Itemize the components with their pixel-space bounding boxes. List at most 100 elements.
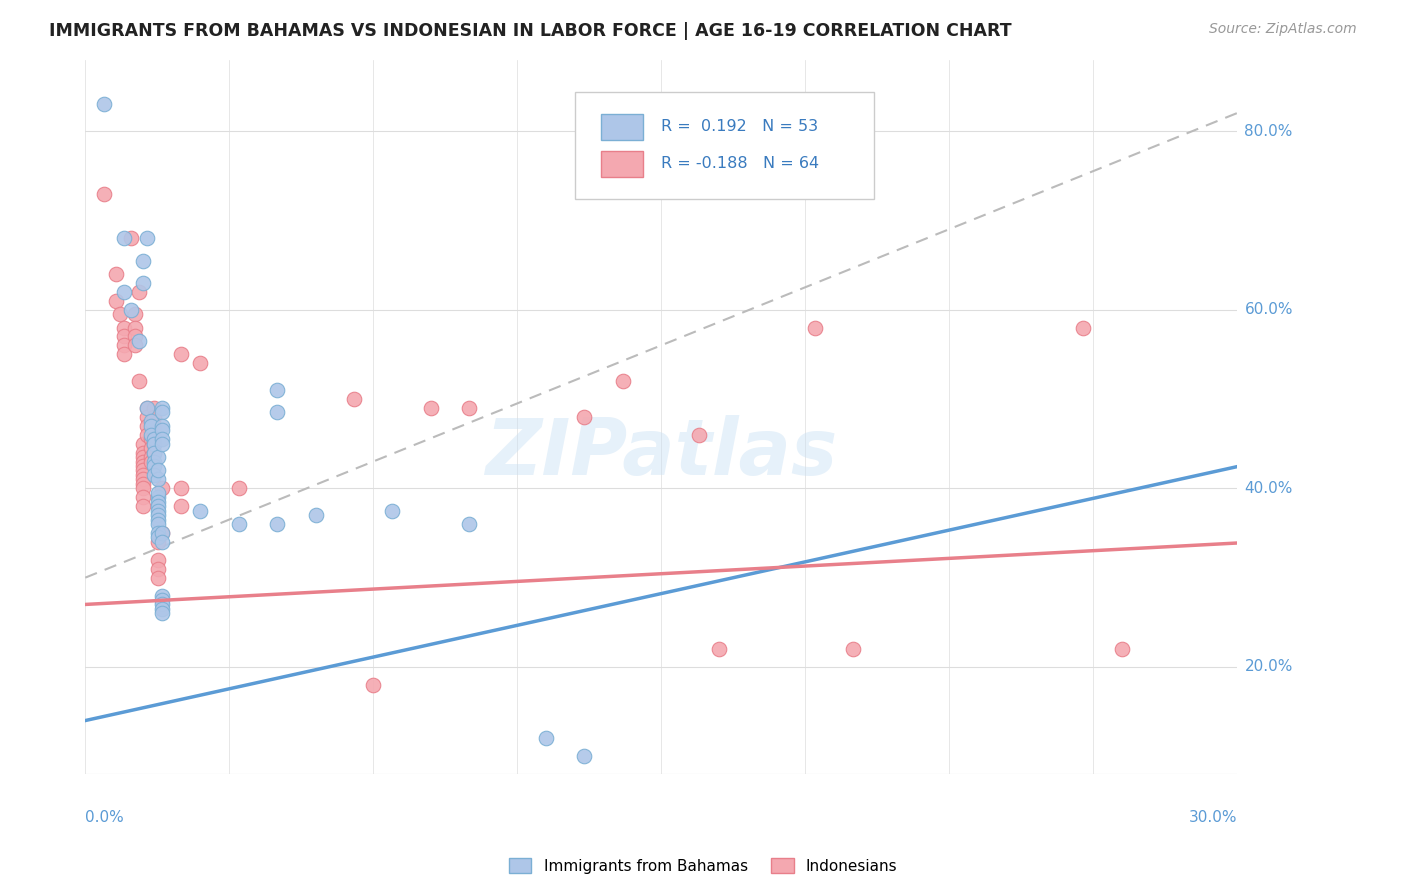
Point [612,374,634,388]
Point [190,356,212,370]
Point [135,401,157,415]
Point [150,405,173,419]
Point [803,320,825,334]
Text: 30.0%: 30.0% [1188,810,1237,825]
Point [228,516,250,531]
Point [128,285,150,299]
Point [143,427,166,442]
Text: 80.0%: 80.0% [1244,124,1294,138]
Point [148,494,170,508]
Point [143,445,166,459]
Point [150,598,173,612]
Point [150,432,173,446]
Point [148,508,170,522]
Point [128,374,150,388]
Point [1071,320,1094,334]
Point [148,526,170,541]
Point [148,485,170,500]
Point [150,481,173,495]
Point [458,401,481,415]
Point [143,436,166,450]
Point [124,307,146,321]
Point [143,445,166,459]
Point [139,450,162,464]
Point [150,401,173,415]
Point [112,347,135,361]
FancyBboxPatch shape [602,114,643,140]
Legend: Immigrants from Bahamas, Indonesians: Immigrants from Bahamas, Indonesians [502,852,904,880]
Point [93,186,115,201]
Point [150,526,173,541]
Point [381,503,404,517]
Point [148,516,170,531]
Point [132,253,155,268]
Point [361,678,384,692]
Text: 40.0%: 40.0% [1244,481,1294,496]
Point [120,231,142,245]
Point [266,383,288,397]
Point [143,436,166,450]
Point [148,472,170,486]
Point [135,409,157,424]
Text: IMMIGRANTS FROM BAHAMAS VS INDONESIAN IN LABOR FORCE | AGE 16-19 CORRELATION CHA: IMMIGRANTS FROM BAHAMAS VS INDONESIAN IN… [49,22,1012,40]
Point [190,503,212,517]
Point [150,423,173,437]
Point [105,267,128,281]
Point [143,409,166,424]
Point [842,642,865,657]
Point [132,276,155,290]
Text: R = -0.188   N = 64: R = -0.188 N = 64 [661,156,820,170]
Text: Source: ZipAtlas.com: Source: ZipAtlas.com [1209,22,1357,37]
Point [139,454,162,468]
Point [304,508,326,522]
Point [574,409,596,424]
Point [150,593,173,607]
Point [143,432,166,446]
Point [170,499,193,513]
Point [132,490,155,504]
Text: 60.0%: 60.0% [1244,302,1294,318]
Point [135,401,157,415]
Text: 0.0%: 0.0% [86,810,124,825]
Point [1111,642,1133,657]
Point [112,338,135,352]
Point [143,401,166,415]
Point [139,432,162,446]
Point [143,418,166,433]
Point [135,418,157,433]
Point [132,467,155,482]
Point [148,450,170,464]
Text: R =  0.192   N = 53: R = 0.192 N = 53 [661,119,818,134]
Point [266,405,288,419]
Point [534,731,557,746]
Point [139,414,162,428]
Point [128,334,150,348]
Point [150,607,173,621]
Point [170,481,193,495]
Point [93,97,115,112]
Point [112,231,135,245]
Point [132,445,155,459]
Point [148,571,170,585]
Point [135,427,157,442]
Point [150,589,173,603]
Point [132,499,155,513]
Point [112,320,135,334]
Point [148,531,170,545]
Point [148,490,170,504]
Point [124,338,146,352]
Point [132,450,155,464]
Point [228,481,250,495]
Point [143,467,166,482]
Point [148,562,170,576]
Point [148,535,170,549]
Point [139,441,162,455]
Point [343,392,366,406]
Point [132,458,155,473]
Point [124,329,146,343]
Point [419,401,441,415]
Text: 20.0%: 20.0% [1244,659,1294,674]
Point [132,472,155,486]
FancyBboxPatch shape [602,151,643,178]
Point [112,285,135,299]
